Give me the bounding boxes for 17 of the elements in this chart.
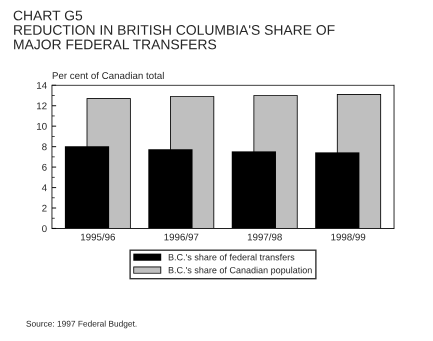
x-tick-label: 1995/96 xyxy=(81,233,115,240)
x-tick-label: 1996/97 xyxy=(164,233,198,240)
y-tick-label: 14 xyxy=(37,82,47,89)
chart-title: CHART G5 REDUCTION IN BRITISH COLUMBIA'S SHARE OF MAJOR FEDERAL TRANSFERS xyxy=(14,10,335,50)
y-tick-label: 6 xyxy=(42,164,47,171)
y-tick-label: 8 xyxy=(42,143,47,150)
source-note: Source: 1997 Federal Budget. xyxy=(26,320,136,328)
x-tick-label: 1998/99 xyxy=(331,233,366,240)
y-tick-label: 4 xyxy=(42,184,47,192)
legend-label: B.C.'s share of federal transfers xyxy=(168,254,294,260)
y-tick-label: 0 xyxy=(42,225,47,232)
y-tick-label: 10 xyxy=(37,122,47,130)
legend-label: B.C.'s share of Canadian population xyxy=(168,266,312,276)
y-tick-label: 2 xyxy=(42,204,47,212)
x-tick-label: 1997/98 xyxy=(248,233,282,240)
y-tick-label: 12 xyxy=(37,102,47,110)
y-axis-title: Per cent of Canadian total xyxy=(52,72,164,80)
